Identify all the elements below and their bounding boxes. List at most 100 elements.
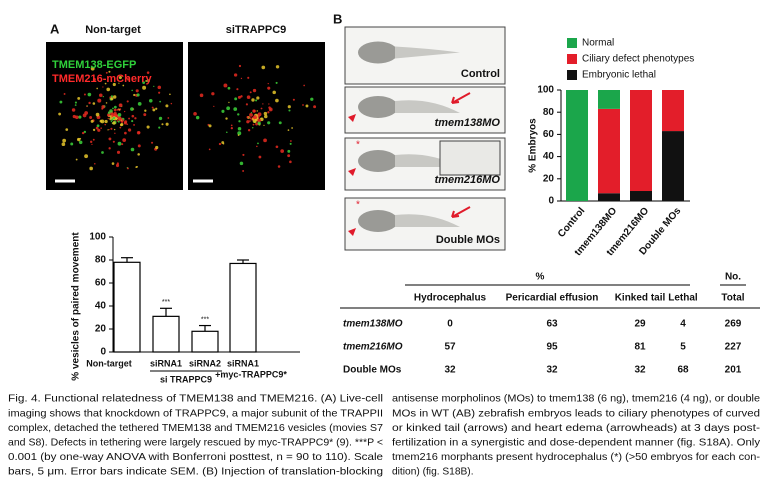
- vesicle: [106, 87, 111, 92]
- vesicle: [107, 111, 110, 114]
- vesicle: [291, 127, 293, 129]
- vesicle: [142, 85, 147, 90]
- vesicle: [111, 162, 115, 165]
- vesicle: [208, 148, 211, 151]
- embryo-tail: [395, 100, 460, 113]
- vesicle: [237, 126, 242, 131]
- vesicle: [62, 138, 67, 143]
- y-tick-label: 100: [89, 232, 106, 243]
- x-tick-label: siRNA1: [150, 358, 182, 368]
- vesicle: [92, 138, 95, 141]
- embryo: [358, 96, 398, 118]
- vesicle: [289, 160, 292, 164]
- vesicle: [75, 158, 78, 161]
- bar-segment: [630, 191, 652, 201]
- vesicle: [170, 102, 173, 105]
- legend-label: Normal: [582, 38, 614, 49]
- table-column-header: Pericardial effusion: [506, 293, 599, 304]
- y-tick-label: 0: [548, 196, 554, 207]
- vesicle: [252, 127, 254, 129]
- vesicle: [237, 131, 242, 136]
- vesicle: [91, 143, 93, 146]
- vesicle: [263, 124, 265, 127]
- vesicle: [59, 100, 63, 104]
- vesicle: [262, 103, 264, 105]
- vesicle: [82, 113, 87, 118]
- vesicle: [137, 153, 140, 156]
- vesicle: [234, 97, 238, 101]
- vesicle: [110, 120, 113, 123]
- vesicle: [145, 80, 148, 82]
- vesicle: [251, 117, 254, 121]
- vesicle: [280, 149, 284, 153]
- vesicle: [101, 151, 104, 154]
- vesicle: [117, 141, 122, 146]
- vesicle: [94, 162, 96, 165]
- table-group-header: %: [536, 272, 545, 283]
- vesicle: [287, 149, 291, 153]
- vesicle: [236, 88, 239, 91]
- vesicle: [116, 108, 119, 111]
- vesicle: [223, 83, 228, 88]
- table-cell: 81: [634, 342, 646, 353]
- vesicle: [152, 108, 156, 112]
- vesicle: [126, 100, 129, 103]
- vesicle: [100, 119, 105, 124]
- bar-segment: [598, 90, 620, 109]
- y-tick-label: 40: [95, 301, 107, 312]
- vesicle: [278, 121, 282, 125]
- vesicle: [110, 97, 114, 101]
- caption-line: bars, 5 μm. Error bars indicate SEM. (B)…: [8, 467, 383, 478]
- bar-segment: [662, 90, 684, 132]
- vesicle: [86, 105, 88, 108]
- vesicle: [130, 107, 134, 111]
- vesicle: [137, 101, 142, 106]
- vesicle: [107, 129, 109, 131]
- vesicle: [275, 65, 280, 69]
- embryo-label: tmem216MO: [435, 174, 501, 186]
- vesicle: [263, 138, 267, 143]
- vesicle: [246, 120, 250, 124]
- vesicle: [88, 101, 91, 105]
- vesicle: [126, 123, 129, 125]
- vesicle: [288, 109, 291, 112]
- vesicle: [119, 126, 122, 129]
- vesicle: [131, 89, 133, 92]
- table-column-header: Lethal: [668, 293, 698, 304]
- vesicle: [121, 143, 124, 146]
- vesicle: [249, 113, 253, 117]
- vesicle: [84, 154, 89, 159]
- vesicle: [92, 128, 96, 132]
- vesicle: [97, 98, 102, 103]
- vesicle: [221, 141, 225, 144]
- bar-segment: [662, 131, 684, 201]
- vesicle: [193, 112, 197, 116]
- vesicle: [246, 116, 249, 119]
- vesicle: [120, 123, 124, 127]
- arrowhead: [348, 228, 356, 236]
- panel-label: A: [50, 21, 60, 36]
- bar-segment: [566, 90, 588, 201]
- bar-segment: [598, 193, 620, 201]
- vesicle: [108, 147, 111, 150]
- vesicle: [218, 142, 222, 146]
- vesicle: [61, 142, 66, 147]
- table-row-label: Double MOs: [343, 365, 402, 376]
- vesicle: [113, 105, 117, 109]
- vesicle: [90, 66, 95, 71]
- embryo-label: tmem138MO: [435, 117, 501, 129]
- vesicle: [272, 90, 276, 95]
- vesicle: [109, 109, 113, 113]
- vesicle: [131, 120, 134, 123]
- caption-line: imaging shows that knockdown of TRAPPC9,…: [8, 408, 383, 419]
- vesicle: [287, 154, 291, 158]
- vesicle: [238, 120, 241, 123]
- vesicle: [257, 118, 261, 123]
- vesicle: [275, 145, 279, 149]
- vesicle: [155, 145, 159, 150]
- vesicle: [74, 104, 77, 106]
- vesicle: [78, 115, 82, 119]
- vesicle: [267, 86, 271, 90]
- table-cell: 32: [546, 365, 558, 376]
- vesicle: [151, 106, 154, 109]
